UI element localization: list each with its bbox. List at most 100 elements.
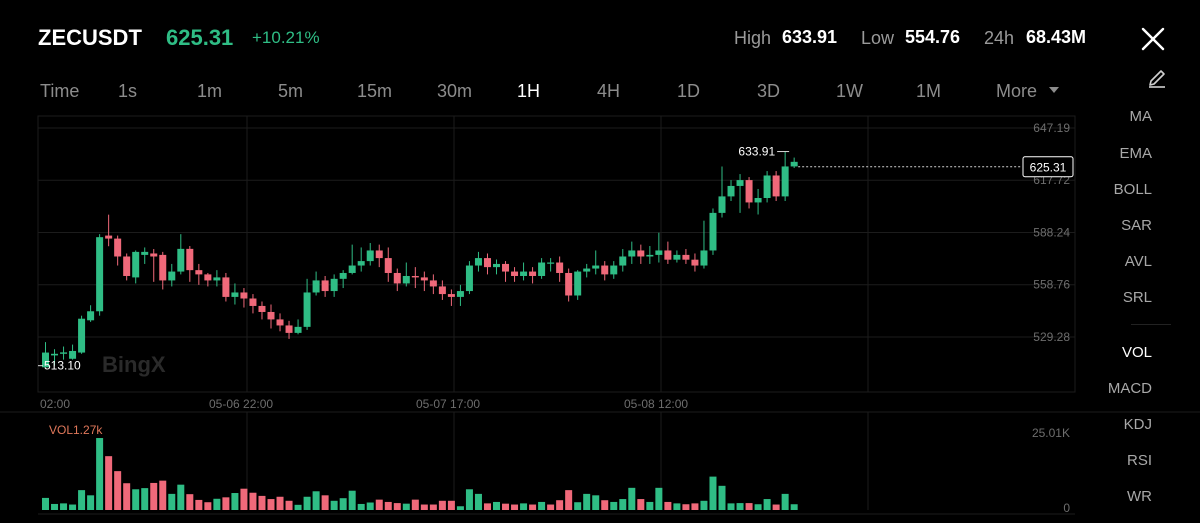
volume-bar	[348, 490, 356, 510]
price-tick-label: 647.19	[1033, 121, 1070, 135]
tab-3d[interactable]: 3D	[757, 81, 781, 101]
volume-bar	[429, 504, 437, 510]
candle-body	[619, 256, 627, 266]
high-label: High	[734, 28, 772, 48]
candle-body	[520, 271, 528, 276]
indicator-boll[interactable]: BOLL	[1113, 181, 1152, 198]
volume-bar	[691, 503, 699, 510]
candle-body	[754, 197, 762, 203]
volume-axis-min: 0	[1063, 501, 1070, 515]
volume-bar	[231, 493, 239, 510]
indicator-ema[interactable]: EMA	[1119, 145, 1152, 162]
last-price: 625.31	[166, 25, 234, 50]
candle-body	[87, 311, 95, 321]
tab-more[interactable]: More	[996, 81, 1060, 102]
volume-bar	[781, 493, 789, 510]
candle-body	[384, 258, 392, 273]
tab-time[interactable]: Time	[40, 81, 80, 101]
pencil-icon[interactable]	[1146, 67, 1168, 89]
volume-bar	[456, 506, 464, 510]
candle-body	[474, 258, 482, 266]
candle-body	[375, 250, 383, 259]
tab-1s[interactable]: 1s	[118, 81, 138, 101]
tab-1h[interactable]: 1H	[517, 81, 541, 101]
close-icon[interactable]	[1138, 24, 1168, 54]
tab-1mo[interactable]: 1M	[916, 81, 942, 101]
candle-body	[276, 319, 284, 326]
volume-bar	[294, 504, 302, 510]
volume-bar	[285, 500, 293, 510]
volume-bar	[393, 503, 401, 510]
last-price-tag: 625.31	[1030, 160, 1067, 174]
volume-bar	[574, 502, 582, 510]
candle-body	[105, 235, 113, 239]
indicator-vol[interactable]: VOL	[1121, 344, 1152, 361]
indicator-ma[interactable]: MA	[1129, 108, 1153, 125]
volume-bar	[438, 500, 446, 510]
candle-body	[69, 350, 77, 359]
candle-body	[547, 262, 555, 264]
candle-body	[267, 311, 275, 320]
candle-body	[781, 166, 789, 197]
price-tick-label: 529.28	[1033, 330, 1070, 344]
candle-body	[637, 250, 645, 257]
volume-bar	[87, 495, 95, 510]
candle-body	[565, 272, 573, 296]
candle-body	[186, 248, 194, 271]
candle-body	[646, 254, 654, 257]
time-tick-label: 05-07 17:00	[416, 397, 480, 411]
candle-body	[673, 254, 681, 260]
candle-body	[294, 326, 302, 333]
volume-bar	[177, 484, 185, 510]
candle-body	[321, 280, 329, 292]
indicator-sar[interactable]: SAR	[1121, 217, 1152, 234]
volume-bar	[204, 502, 212, 510]
volume-bar	[411, 499, 419, 510]
volume-bar	[538, 501, 546, 510]
indicator-avl[interactable]: AVL	[1124, 253, 1152, 270]
tab-4h[interactable]: 4H	[597, 81, 621, 101]
volume-bar	[114, 471, 122, 510]
volume-bar	[195, 499, 203, 510]
candle-body	[601, 265, 609, 275]
tab-15m[interactable]: 15m	[357, 81, 393, 101]
volume-bar	[141, 488, 149, 510]
last-price-tag-box	[1022, 156, 1074, 178]
candles	[42, 151, 798, 368]
tab-30m[interactable]: 30m	[437, 81, 473, 101]
volume-bar	[267, 499, 275, 510]
volume-bar	[357, 503, 365, 510]
volume-bar	[330, 500, 338, 510]
high-value: 633.91	[782, 27, 838, 47]
volume-bar	[51, 503, 59, 510]
indicator-macd[interactable]: MACD	[1107, 380, 1152, 397]
volume-bar	[511, 504, 519, 510]
tab-1w[interactable]: 1W	[836, 81, 863, 101]
candle-body	[222, 277, 230, 297]
tab-5m[interactable]: 5m	[278, 81, 304, 101]
volume-bar	[637, 499, 645, 510]
volume-bar	[276, 496, 284, 510]
candle-body	[502, 263, 510, 272]
candle-body	[168, 271, 176, 281]
indicator-srl[interactable]: SRL	[1122, 289, 1152, 306]
symbol-title[interactable]: ZECUSDT	[38, 25, 142, 50]
indicator-kdj[interactable]: KDJ	[1123, 416, 1152, 433]
indicator-rsi[interactable]: RSI	[1126, 452, 1152, 469]
tab-1m[interactable]: 1m	[197, 81, 223, 101]
volume-bar	[664, 501, 672, 510]
candle-body	[213, 277, 221, 281]
candle-body	[159, 254, 167, 281]
candle-body	[772, 175, 780, 197]
candle-body	[330, 278, 338, 292]
candle-body	[556, 262, 564, 273]
price-markers: 633.91 513.10 625.31	[38, 145, 1074, 373]
volume-bar	[763, 499, 771, 510]
volume-bar	[402, 503, 410, 510]
indicator-wr[interactable]: WR	[1127, 488, 1152, 505]
tab-1d[interactable]: 1D	[677, 81, 701, 101]
volume-bar	[493, 501, 500, 510]
candle-body	[393, 272, 401, 284]
price-tick-label: 558.76	[1033, 278, 1070, 292]
